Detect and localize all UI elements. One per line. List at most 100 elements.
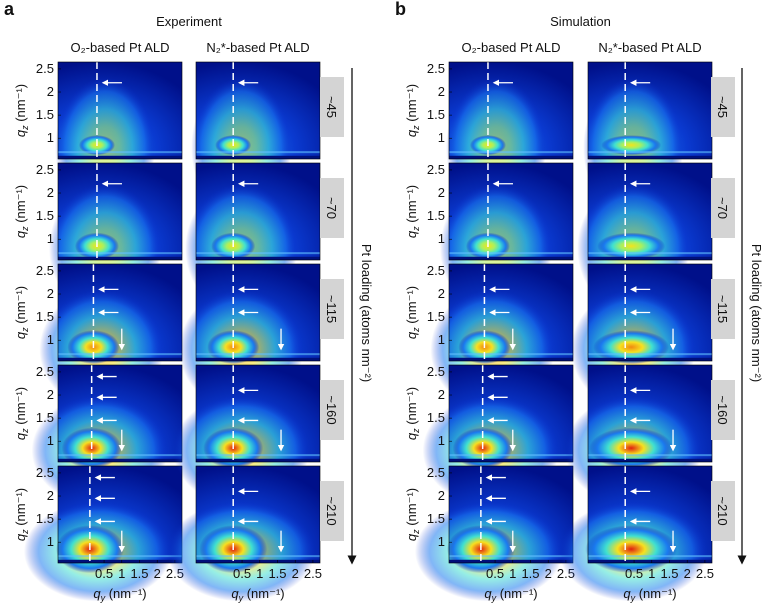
axis-label: qz (nm⁻¹) bbox=[404, 84, 421, 137]
heatmap-floor bbox=[196, 357, 320, 361]
y-tick-label: 2.5 bbox=[36, 465, 54, 480]
y-tick-label: 2.5 bbox=[36, 364, 54, 379]
yoneda-band bbox=[58, 555, 182, 558]
loading-box bbox=[320, 481, 344, 541]
axis-label-subscript: y bbox=[491, 593, 497, 603]
axis-label-unit: (nm⁻¹) bbox=[105, 586, 147, 601]
axis-label-symbol: q bbox=[404, 432, 419, 440]
x-tick-label: 2 bbox=[545, 566, 552, 581]
axis-label: qy (nm⁻¹) bbox=[231, 586, 284, 603]
y-tick-label: 2.5 bbox=[36, 263, 54, 278]
axis-label-subscript: z bbox=[411, 529, 421, 535]
loading-box bbox=[320, 178, 344, 238]
axis-label-subscript: z bbox=[411, 327, 421, 333]
x-tick-label: 1 bbox=[256, 566, 263, 581]
heatmap-floor bbox=[449, 256, 573, 260]
axis-label: qy (nm⁻¹) bbox=[93, 586, 146, 603]
x-tick-label: 1.5 bbox=[130, 566, 148, 581]
heatmap-floor bbox=[449, 559, 573, 563]
y-tick-label: 2 bbox=[47, 84, 54, 99]
yoneda-band bbox=[449, 555, 573, 558]
y-tick-label: 1 bbox=[438, 231, 445, 246]
x-tick-label: 1.5 bbox=[268, 566, 286, 581]
axis-label-symbol: q bbox=[231, 586, 239, 601]
y-tick-label: 2 bbox=[438, 286, 445, 301]
panel-frame bbox=[57, 364, 183, 463]
yoneda-band bbox=[588, 252, 712, 255]
yoneda-band bbox=[449, 252, 573, 255]
y-tick-label: 1.5 bbox=[36, 309, 54, 324]
panel-frame bbox=[57, 162, 183, 261]
loading-box bbox=[711, 279, 735, 339]
axis-label-symbol: q bbox=[13, 432, 28, 440]
loading-box bbox=[320, 279, 344, 339]
x-tick-label: 0.5 bbox=[95, 566, 113, 581]
heatmap-floor bbox=[58, 458, 182, 462]
heatmap-floor bbox=[588, 357, 712, 361]
heatmap-floor bbox=[196, 256, 320, 260]
y-tick-label: 2.5 bbox=[36, 61, 54, 76]
axis-label-unit: (nm⁻¹) bbox=[404, 84, 419, 126]
loading-box bbox=[711, 77, 735, 137]
axis-label-unit: (nm⁻¹) bbox=[13, 286, 28, 328]
y-tick-label: 2 bbox=[47, 387, 54, 402]
heatmap-floor bbox=[588, 458, 712, 462]
y-tick-label: 2.5 bbox=[427, 61, 445, 76]
x-tick-label: 0.5 bbox=[486, 566, 504, 581]
axis-label: qz (nm⁻¹) bbox=[13, 84, 30, 137]
panel-frame bbox=[57, 263, 183, 362]
axis-label: qz (nm⁻¹) bbox=[404, 286, 421, 339]
yoneda-band bbox=[449, 151, 573, 154]
column-title: N₂*-based Pt ALD bbox=[598, 40, 701, 55]
heatmap-floor bbox=[58, 559, 182, 563]
axis-label-symbol: q bbox=[404, 230, 419, 238]
axis-label-symbol: q bbox=[404, 533, 419, 541]
yoneda-band bbox=[588, 353, 712, 356]
axis-label-subscript: y bbox=[238, 593, 244, 603]
yoneda-band bbox=[58, 454, 182, 457]
axis-label-symbol: q bbox=[13, 331, 28, 339]
loading-label: ~210 bbox=[324, 496, 339, 525]
x-tick-label: 2.5 bbox=[304, 566, 322, 581]
axis-label-unit: (nm⁻¹) bbox=[13, 84, 28, 126]
axis-label-symbol: q bbox=[484, 586, 492, 601]
column-title: O₂-based Pt ALD bbox=[462, 40, 561, 55]
loading-label: ~70 bbox=[324, 197, 339, 219]
y-tick-label: 1.5 bbox=[427, 107, 445, 122]
x-tick-label: 1 bbox=[509, 566, 516, 581]
heatmap-peak bbox=[593, 330, 670, 365]
x-tick-label: 1 bbox=[118, 566, 125, 581]
axis-label-subscript: z bbox=[411, 125, 421, 131]
axis-label-unit: (nm⁻¹) bbox=[404, 185, 419, 227]
loading-box bbox=[320, 380, 344, 440]
y-tick-label: 2 bbox=[438, 84, 445, 99]
axis-label-unit: (nm⁻¹) bbox=[635, 586, 677, 601]
axis-label-subscript: z bbox=[20, 226, 30, 232]
x-tick-label: 2 bbox=[154, 566, 161, 581]
y-tick-label: 1 bbox=[47, 433, 54, 448]
axis-label-symbol: q bbox=[93, 586, 101, 601]
yoneda-band bbox=[588, 151, 712, 154]
yoneda-band bbox=[588, 454, 712, 457]
loading-label: ~45 bbox=[324, 96, 339, 118]
heatmap-floor bbox=[58, 256, 182, 260]
loading-label: ~45 bbox=[715, 96, 730, 118]
loading-box bbox=[711, 178, 735, 238]
panel-frame bbox=[57, 465, 183, 564]
axis-label-subscript: z bbox=[20, 428, 30, 434]
panel-label: b bbox=[395, 0, 406, 19]
y-tick-label: 1 bbox=[47, 231, 54, 246]
axis-label-subscript: y bbox=[100, 593, 106, 603]
panel-frame bbox=[448, 263, 574, 362]
y-tick-label: 2.5 bbox=[427, 465, 445, 480]
loading-box bbox=[711, 380, 735, 440]
panel-label: a bbox=[4, 0, 15, 19]
axis-label-unit: (nm⁻¹) bbox=[404, 286, 419, 328]
axis-label: qz (nm⁻¹) bbox=[13, 286, 30, 339]
loading-box bbox=[320, 77, 344, 137]
yoneda-band bbox=[196, 353, 320, 356]
loading-axis-label: Pt loading (atoms nm⁻²) bbox=[749, 244, 764, 382]
y-tick-label: 2 bbox=[47, 185, 54, 200]
axis-label-unit: (nm⁻¹) bbox=[404, 387, 419, 429]
loading-label: ~115 bbox=[715, 295, 730, 323]
